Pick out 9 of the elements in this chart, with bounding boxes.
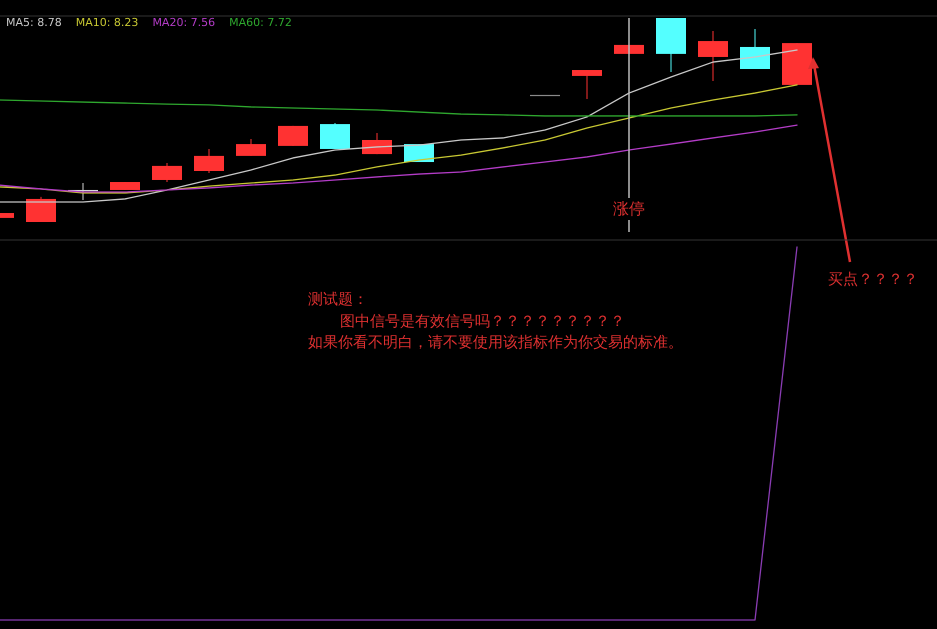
text: MA5: 8.78 bbox=[6, 16, 62, 29]
annotation: 如果你看不明白，请不要使用该指标作为你交易的标准。 bbox=[308, 333, 683, 351]
annotation: 测试题： bbox=[308, 290, 368, 308]
text: MA20: 7.56 bbox=[152, 16, 216, 29]
annotation: 图中信号是有效信号吗？？？？？？？？？ bbox=[340, 312, 625, 330]
text: MA60: 7.72 bbox=[229, 16, 292, 29]
annotation: 涨停 bbox=[613, 199, 645, 218]
text: 买点？？？？ bbox=[828, 270, 918, 288]
text: MA10: 8.23 bbox=[76, 16, 138, 29]
